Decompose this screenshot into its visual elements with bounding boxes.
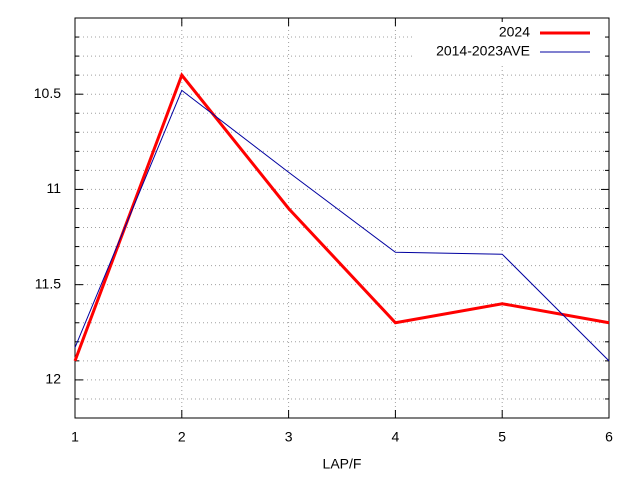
y-tick-label: 10.5: [34, 85, 61, 101]
x-tick-label: 5: [498, 429, 506, 445]
x-tick-label: 6: [605, 429, 613, 445]
x-axis-label: LAP/F: [323, 456, 362, 472]
series-line: [73, 72, 610, 362]
legend-label: 2014-2023AVE: [436, 43, 530, 59]
plot-border: [74, 17, 610, 419]
x-tick-label: 2: [178, 429, 186, 445]
x-tick-label: 1: [71, 429, 79, 445]
x-tick-label: 4: [392, 429, 400, 445]
series-line: [74, 89, 610, 362]
legend-label: 2024: [499, 24, 530, 40]
y-tick-label: 11.5: [35, 275, 61, 291]
x-tick-label: 3: [285, 429, 293, 445]
legend-background: [414, 22, 604, 64]
y-tick-label: 11: [46, 180, 61, 196]
y-tick-label: 12: [45, 371, 61, 387]
